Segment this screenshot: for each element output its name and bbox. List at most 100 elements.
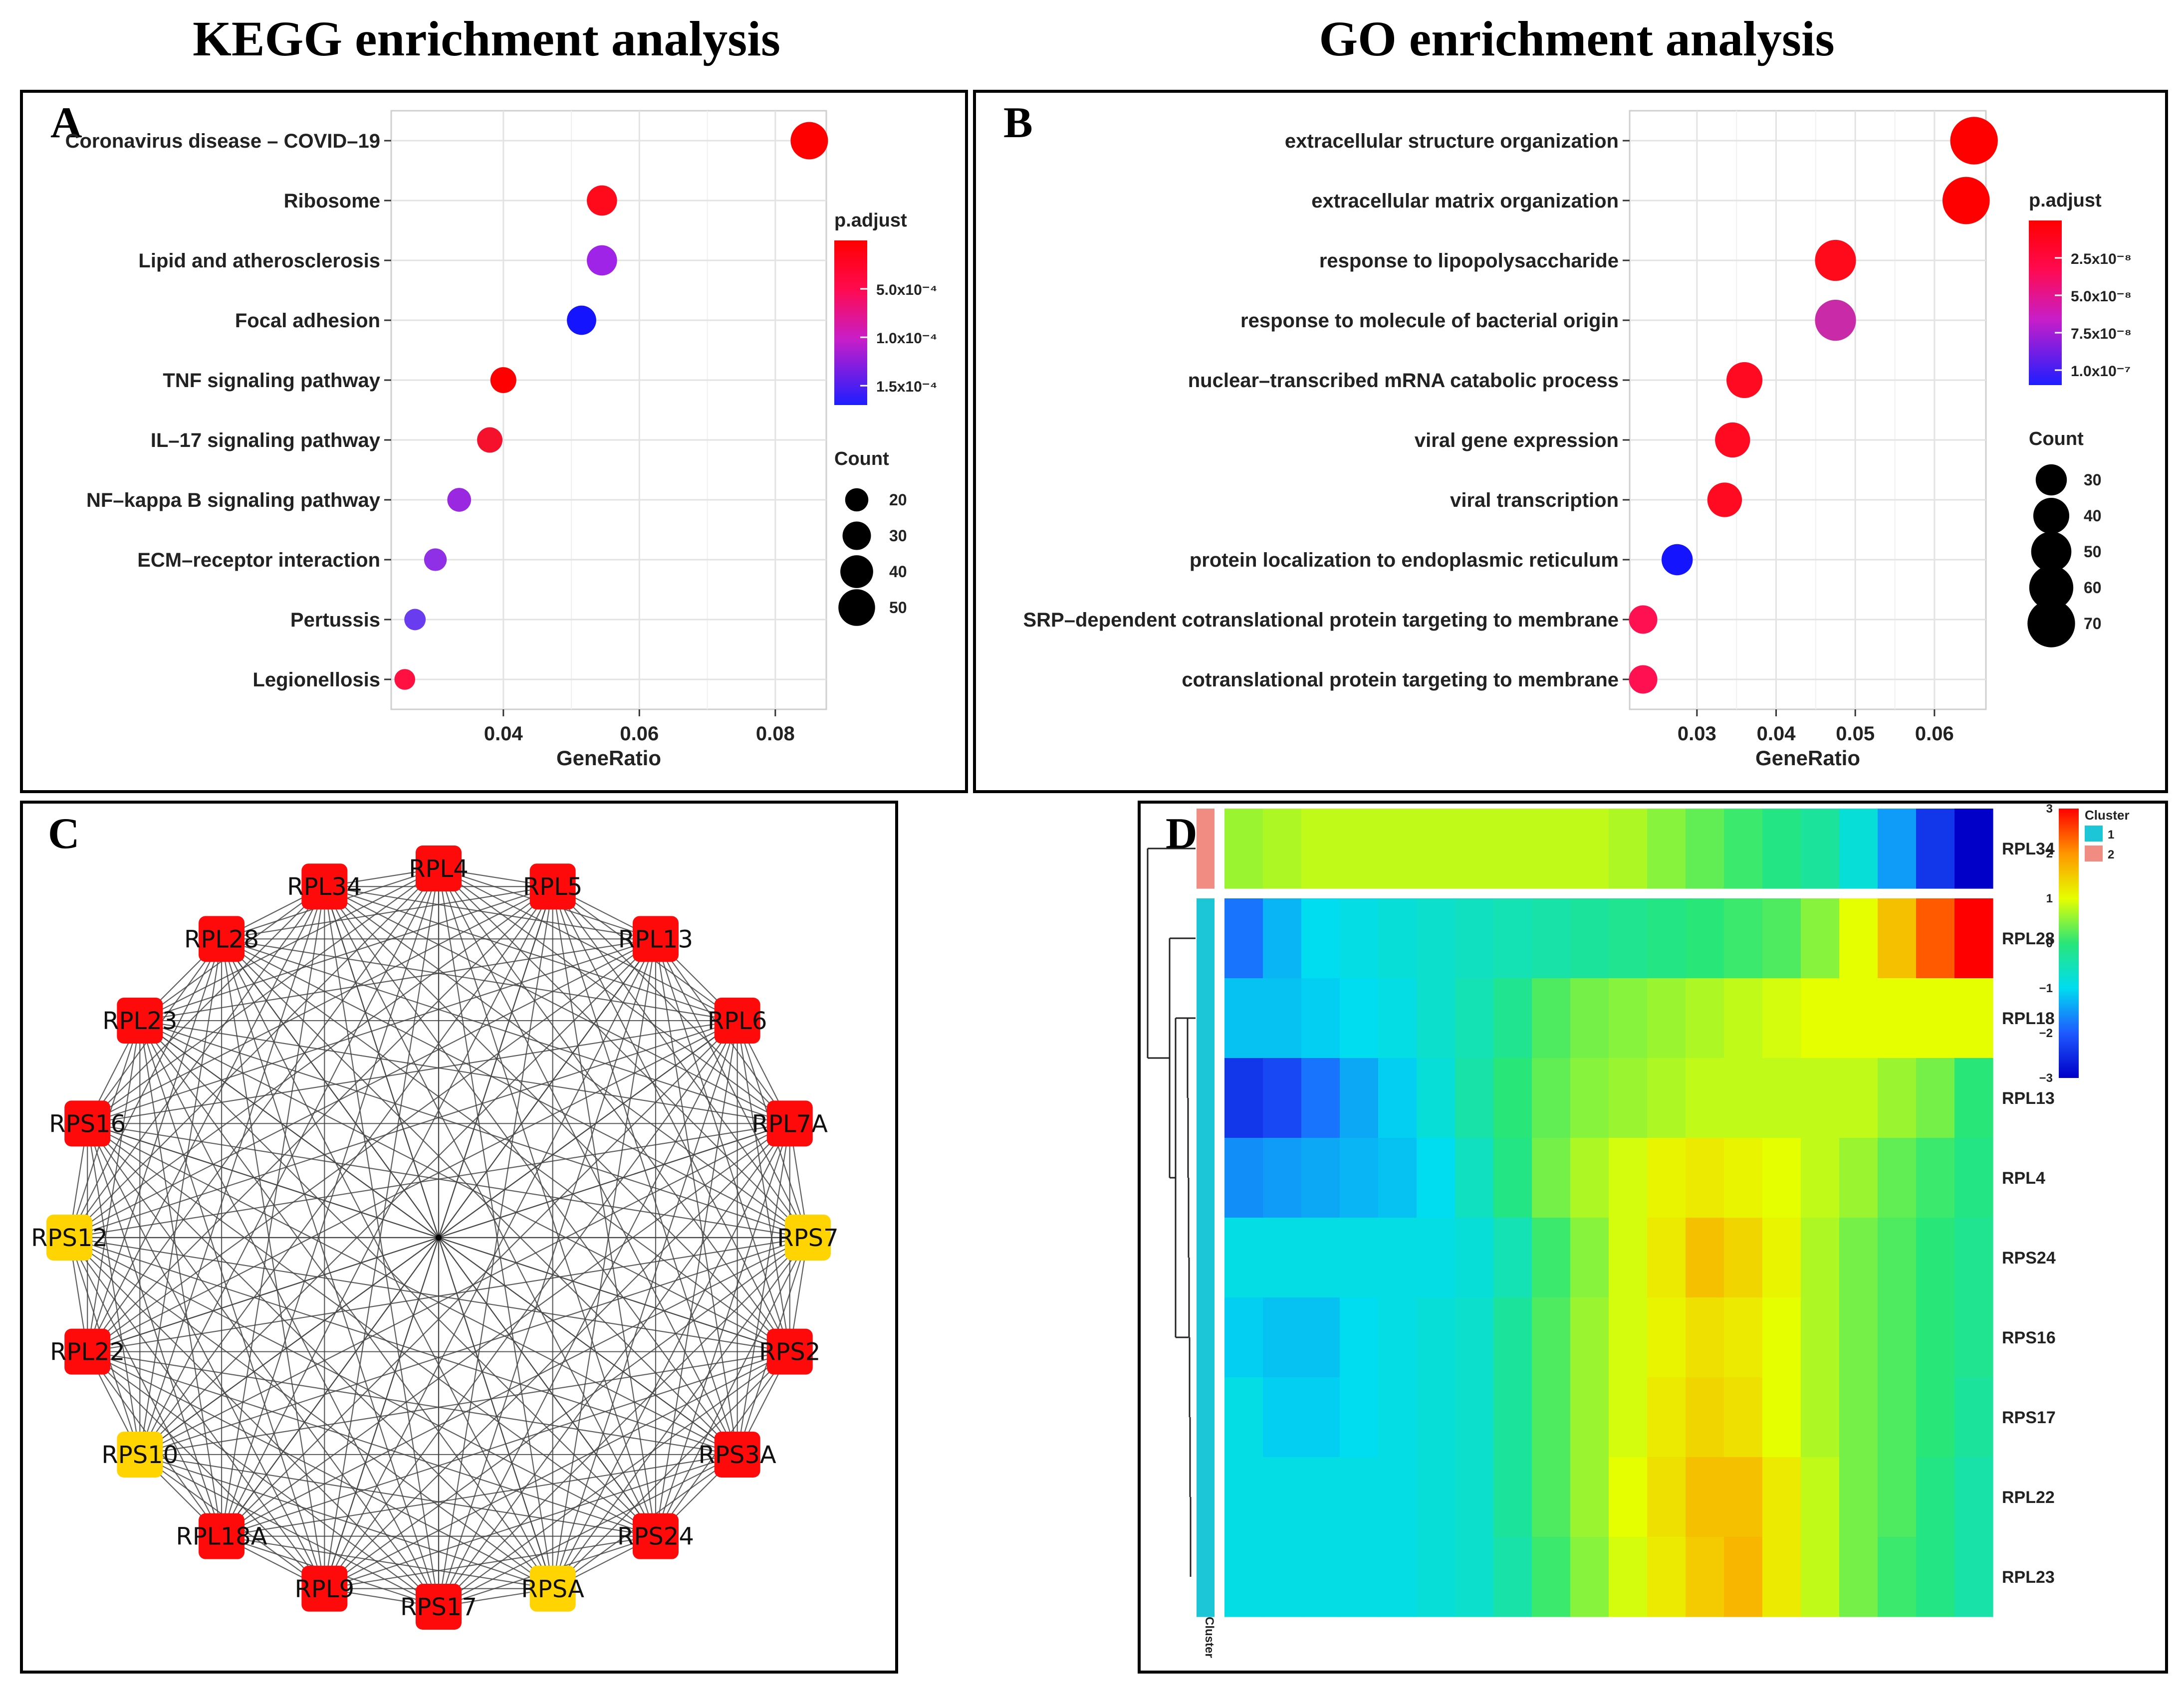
heatmap-cell — [1301, 1457, 1340, 1537]
heatmap-cell — [1263, 1138, 1302, 1218]
heatmap-cell — [1570, 1297, 1609, 1378]
heatmap-cell — [1954, 1297, 1993, 1378]
heatmap-cell — [1263, 1457, 1302, 1537]
heatmap-cell — [1570, 809, 1609, 889]
heatmap-cell — [1340, 978, 1379, 1059]
data-point — [477, 427, 503, 453]
heatmap-cell — [1878, 1537, 1917, 1617]
go-dotplot: 0.03 0.04 0.05 0.06 extracellular structure … — [1023, 110, 2132, 770]
network-node — [199, 1513, 245, 1559]
network-node — [785, 1215, 831, 1261]
network-edge-hub — [438, 1237, 790, 1352]
heatmap-cell — [1762, 1537, 1801, 1617]
network-edge-hub — [438, 1237, 656, 1537]
network-edge — [552, 886, 790, 1124]
heatmap-row-label: RPL28 — [2002, 929, 2055, 948]
size-legend-label: 50 — [889, 599, 907, 617]
heatmap-cell — [1916, 1297, 1955, 1378]
y-tick-label: Lipid and atherosclerosis — [138, 250, 380, 272]
network-node-label: RPL23 — [102, 1007, 177, 1035]
heatmap-cell — [1686, 1138, 1724, 1218]
network-edge — [324, 1123, 790, 1589]
y-tick-label: response to lipopolysaccharide — [1319, 250, 1619, 272]
data-point — [1726, 362, 1763, 399]
network-edge — [324, 938, 656, 1589]
cluster-annotation-cell — [1197, 1218, 1214, 1298]
network-node — [632, 1513, 679, 1559]
heatmap-cell — [1686, 1457, 1724, 1537]
size-legend-dot — [845, 488, 869, 512]
size-legend-title: Count — [834, 448, 889, 469]
heatmap-row-label: RPL13 — [2002, 1089, 2055, 1108]
heatmap: RPL34 RPL28 RPL18 RPL13 RPL4 RPS24 RPS16 RPS17 R… — [1147, 804, 2130, 1658]
heatmap-cell — [1340, 1297, 1379, 1378]
heatmap-cell — [1878, 1297, 1917, 1378]
network-edge — [221, 938, 790, 1352]
size-legend-dot — [842, 521, 871, 550]
heatmap-cell — [1801, 1297, 1840, 1378]
heatmap-cell — [1570, 1138, 1609, 1218]
heatmap-cell — [1724, 1058, 1763, 1138]
size-legend-dot — [840, 555, 873, 588]
heatmap-cell — [1493, 1457, 1532, 1537]
heatmap-cell — [1455, 1377, 1494, 1458]
network-edge-hub — [87, 1123, 439, 1239]
network-edge — [87, 1123, 553, 1589]
heatmap-cell — [1224, 1058, 1263, 1138]
network-edge — [221, 938, 808, 1238]
network-edge — [221, 886, 553, 1537]
data-point — [404, 609, 426, 631]
y-tick-label: Pertussis — [290, 609, 380, 631]
size-legend-dot — [2029, 565, 2074, 610]
heatmap-cell — [1301, 1058, 1340, 1138]
heatmap-cell — [1263, 1377, 1302, 1458]
network-edge — [69, 1237, 223, 1537]
network-edge — [69, 938, 656, 1238]
heatmap-cell — [1878, 898, 1917, 979]
network-edge — [87, 1123, 141, 1455]
heatmap-cell — [1762, 1297, 1801, 1378]
cluster-annotation-cell — [1197, 1377, 1214, 1458]
heatmap-cell — [1954, 1218, 1993, 1298]
heatmap-cell — [1340, 1457, 1379, 1537]
network-node — [416, 846, 462, 891]
y-tick-label: TNF signaling pathway — [163, 370, 380, 392]
cluster-legend-label: 1 — [2108, 828, 2114, 842]
heatmap-cell — [1647, 1297, 1686, 1378]
heatmap-cell — [1724, 1377, 1763, 1458]
network-node — [529, 1565, 576, 1612]
heatmap-cell — [1570, 1058, 1609, 1138]
network-node-label: RPL4 — [409, 855, 469, 883]
heatmap-cell — [1647, 1457, 1686, 1537]
heatmap-cell — [1724, 1457, 1763, 1537]
network-edge — [438, 1237, 808, 1607]
heatmap-cell — [1340, 1537, 1379, 1617]
heatmap-cell — [1801, 1058, 1840, 1138]
color-legend-label: 1.0x10⁻⁷ — [2071, 363, 2131, 380]
heatmap-cell — [1532, 978, 1571, 1059]
network-node-label: RPL9 — [295, 1575, 355, 1603]
heatmap-row-label: RPL4 — [2002, 1169, 2045, 1188]
heatmap-cell — [1455, 898, 1494, 979]
network-node — [199, 916, 245, 962]
network-edge-hub — [324, 886, 440, 1238]
heatmap-cell — [1493, 1058, 1532, 1138]
cluster-annotation-label: Cluster — [1203, 1617, 1216, 1658]
heatmap-cell — [1647, 809, 1686, 889]
heatmap-cell — [1801, 1377, 1840, 1458]
network-node — [714, 1431, 760, 1478]
network-edge — [736, 1123, 790, 1455]
heatmap-cell — [1378, 978, 1417, 1059]
heatmap-cell — [1647, 1377, 1686, 1458]
size-legend-label: 40 — [889, 563, 907, 581]
heatmap-cell — [1916, 1537, 1955, 1617]
heatmap-cell — [1493, 1297, 1532, 1378]
color-legend-label: 1.5x10⁻⁴ — [876, 379, 937, 395]
network-edge — [87, 1123, 738, 1455]
network-node-label: RPL7A — [752, 1110, 828, 1138]
network-edge — [140, 1351, 790, 1456]
network-edge — [87, 886, 553, 1124]
cluster-annotation-cell — [1197, 898, 1214, 979]
heatmap-cell — [1954, 978, 1993, 1059]
network-node — [117, 998, 163, 1044]
